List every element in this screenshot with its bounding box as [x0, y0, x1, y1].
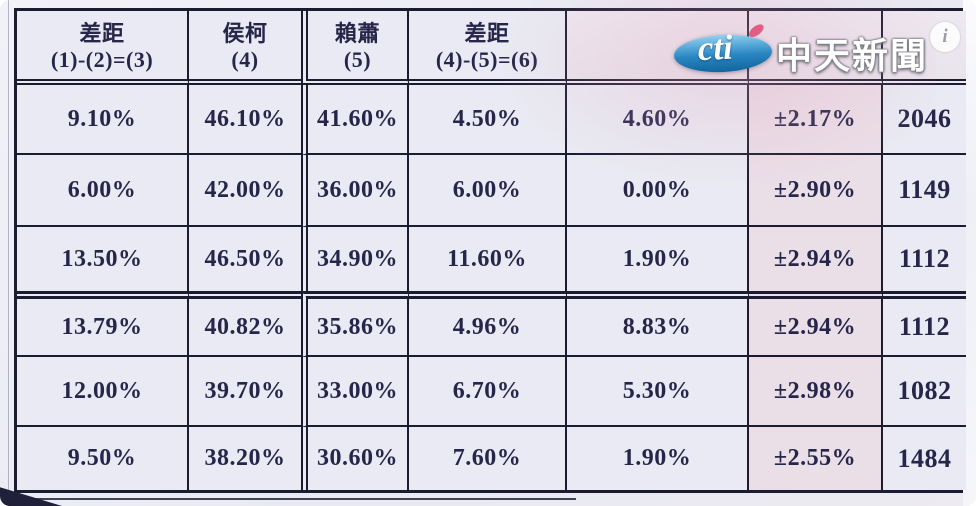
table-cell: 9.50% [17, 427, 189, 490]
table-cell-margin-error: ±2.98% [749, 357, 883, 427]
table-cell: 30.60% [301, 427, 409, 490]
table-cell: 12.00% [17, 357, 189, 427]
table-cell-margin-error: ±2.17% [749, 85, 883, 155]
table-cell: 4.60% [567, 85, 749, 155]
frame-right-strip [963, 0, 976, 506]
table-cell-sample-size: 1112 [883, 291, 966, 357]
table-cell: 13.79% [17, 291, 189, 357]
table-cell-margin-error: ±2.55% [749, 427, 883, 490]
column-header-gap-1: 差距 (1)-(2)=(3) [17, 11, 189, 85]
table-cell: 34.90% [301, 227, 409, 291]
table-cell: 33.00% [301, 357, 409, 427]
table-cell: 5.30% [567, 357, 749, 427]
table-bottom-edge-line [16, 498, 576, 500]
table-cell: 6.70% [409, 357, 567, 427]
table-cell-sample-size: 1149 [883, 155, 966, 227]
column-header-gap-2: 差距 (4)-(5)=(6) [409, 11, 567, 85]
header-formula: (1)-(2)=(3) [50, 47, 154, 72]
header-label: 差距 [79, 21, 125, 47]
cti-logo-ellipse-icon: cti [673, 21, 773, 75]
header-formula: (4)-(5)=(6) [435, 47, 539, 72]
table-cell: 7.60% [409, 427, 567, 490]
table-cell: 46.10% [189, 85, 301, 155]
table-cell-sample-size: 1484 [883, 427, 966, 490]
header-formula: (4) [231, 47, 259, 72]
table-cell-sample-size: 1112 [883, 227, 966, 291]
table-cell: 9.10% [17, 85, 189, 155]
table-cell: 35.86% [301, 291, 409, 357]
column-header-lai-hsiao: 賴蕭 (5) [301, 11, 409, 85]
table-cell-margin-error: ±2.94% [749, 291, 883, 357]
table-cell: 40.82% [189, 291, 301, 357]
table-cell: 42.00% [189, 155, 301, 227]
table-cell: 8.83% [567, 291, 749, 357]
table-cell: 11.60% [409, 227, 567, 291]
header-formula: (5) [343, 47, 372, 72]
table-cell: 1.90% [567, 227, 749, 291]
info-icon-glyph: i [942, 26, 948, 47]
info-icon[interactable]: i [930, 22, 960, 52]
table-cell-sample-size: 2046 [883, 85, 966, 155]
table-cell: 38.20% [189, 427, 301, 490]
table-cell: 36.00% [301, 155, 409, 227]
header-label: 賴蕭 [334, 21, 380, 47]
table-cell: 0.00% [567, 155, 749, 227]
table-cell: 46.50% [189, 227, 301, 291]
poll-table: 差距 (1)-(2)=(3) 侯柯 (4) 賴蕭 (5) 差距 (4)-(5)=… [14, 8, 966, 493]
column-header-hou-ko: 侯柯 (4) [189, 11, 301, 85]
header-label: 侯柯 [222, 21, 268, 47]
table-cell-sample-size: 1082 [883, 357, 966, 427]
table-cell-margin-error: ±2.94% [749, 227, 883, 291]
table-cell: 13.50% [17, 227, 189, 291]
table-cell: 39.70% [189, 357, 301, 427]
table-cell: 1.90% [567, 427, 749, 490]
cti-logo-text: cti [696, 27, 734, 68]
table-outer-edge-line [8, 0, 9, 506]
header-label: 差距 [464, 21, 510, 47]
cti-logo: cti 中天新聞 [673, 21, 929, 79]
table-cell: 41.60% [301, 85, 409, 155]
table-cell-margin-error: ±2.90% [749, 155, 883, 227]
channel-name: 中天新聞 [776, 35, 929, 76]
table-cell: 4.96% [409, 291, 567, 357]
table-cell: 4.50% [409, 85, 567, 155]
table-cell: 6.00% [17, 155, 189, 227]
table-cell: 6.00% [409, 155, 567, 227]
